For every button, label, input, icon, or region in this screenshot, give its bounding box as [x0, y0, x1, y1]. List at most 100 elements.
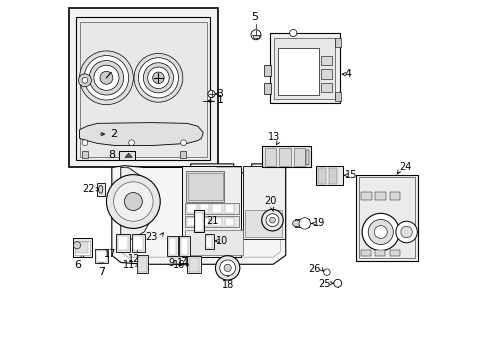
Bar: [137, 255, 148, 273]
Bar: [187, 256, 201, 273]
Circle shape: [224, 264, 231, 271]
Bar: [244, 210, 282, 237]
Ellipse shape: [99, 185, 102, 193]
Text: 26: 26: [308, 264, 320, 274]
Circle shape: [106, 175, 160, 228]
Bar: [168, 238, 176, 255]
Bar: [77, 242, 88, 253]
Bar: [264, 65, 270, 76]
Bar: [273, 39, 334, 99]
Text: 1: 1: [216, 95, 223, 105]
Text: 17: 17: [103, 248, 116, 258]
Circle shape: [128, 140, 134, 145]
Bar: [185, 230, 242, 255]
Text: 2: 2: [110, 129, 117, 139]
Text: 5: 5: [250, 12, 258, 22]
Circle shape: [250, 30, 261, 40]
Circle shape: [124, 193, 142, 211]
Text: 20: 20: [264, 196, 276, 206]
Ellipse shape: [292, 220, 300, 226]
Circle shape: [207, 90, 215, 98]
Bar: [316, 166, 343, 185]
Polygon shape: [125, 153, 132, 157]
Bar: [206, 235, 212, 248]
Circle shape: [82, 77, 88, 83]
Bar: [76, 17, 210, 160]
Circle shape: [215, 256, 239, 280]
Polygon shape: [112, 164, 285, 264]
Text: 14: 14: [177, 258, 189, 268]
Text: 7: 7: [98, 267, 105, 277]
Text: 12: 12: [128, 253, 141, 264]
Bar: [242, 166, 285, 239]
Bar: [360, 192, 371, 200]
Circle shape: [82, 140, 88, 145]
Circle shape: [113, 182, 153, 221]
Bar: [389, 249, 399, 256]
Bar: [389, 192, 400, 200]
Bar: [179, 236, 190, 256]
Bar: [97, 183, 104, 196]
Polygon shape: [80, 123, 203, 145]
Circle shape: [261, 210, 283, 231]
Bar: [277, 48, 319, 95]
Bar: [185, 216, 239, 227]
Bar: [321, 69, 331, 78]
Text: 24: 24: [399, 162, 411, 172]
Bar: [80, 22, 206, 157]
Text: 4: 4: [344, 69, 350, 79]
Text: 15: 15: [344, 170, 357, 180]
Text: 6: 6: [74, 260, 81, 270]
Circle shape: [152, 72, 164, 84]
Bar: [180, 150, 185, 158]
Text: 18: 18: [221, 280, 233, 291]
Bar: [204, 234, 214, 249]
Bar: [131, 234, 145, 252]
Circle shape: [80, 51, 133, 105]
Bar: [118, 236, 128, 250]
Circle shape: [323, 269, 329, 275]
Text: 22: 22: [82, 184, 94, 194]
Bar: [94, 249, 108, 263]
Bar: [187, 218, 196, 226]
Bar: [253, 36, 258, 39]
Circle shape: [269, 217, 275, 223]
Text: 19: 19: [312, 219, 324, 228]
Bar: [185, 203, 239, 214]
Bar: [187, 204, 196, 213]
Bar: [321, 55, 331, 65]
Circle shape: [180, 140, 186, 145]
Bar: [96, 251, 106, 262]
Circle shape: [143, 63, 173, 93]
Circle shape: [289, 30, 296, 37]
Bar: [375, 192, 386, 200]
Circle shape: [84, 55, 128, 100]
Bar: [187, 173, 222, 200]
Bar: [186, 171, 224, 202]
Bar: [321, 83, 331, 92]
Bar: [199, 218, 209, 226]
Bar: [334, 39, 340, 47]
Bar: [195, 213, 202, 230]
Bar: [295, 220, 308, 227]
Bar: [193, 211, 204, 232]
Bar: [224, 204, 234, 213]
Bar: [69, 8, 217, 167]
Text: 16: 16: [173, 260, 185, 270]
Circle shape: [333, 279, 341, 287]
Bar: [360, 249, 370, 256]
Text: 3: 3: [216, 89, 223, 99]
Bar: [334, 92, 340, 101]
Text: 8: 8: [108, 150, 115, 160]
Bar: [73, 238, 92, 257]
Circle shape: [400, 226, 411, 238]
Bar: [355, 175, 418, 261]
Bar: [262, 146, 310, 167]
Bar: [75, 240, 89, 255]
Bar: [358, 177, 414, 258]
Bar: [328, 168, 336, 184]
Text: 9: 9: [168, 258, 174, 268]
Bar: [133, 236, 142, 250]
Circle shape: [219, 260, 235, 276]
Polygon shape: [121, 167, 151, 241]
